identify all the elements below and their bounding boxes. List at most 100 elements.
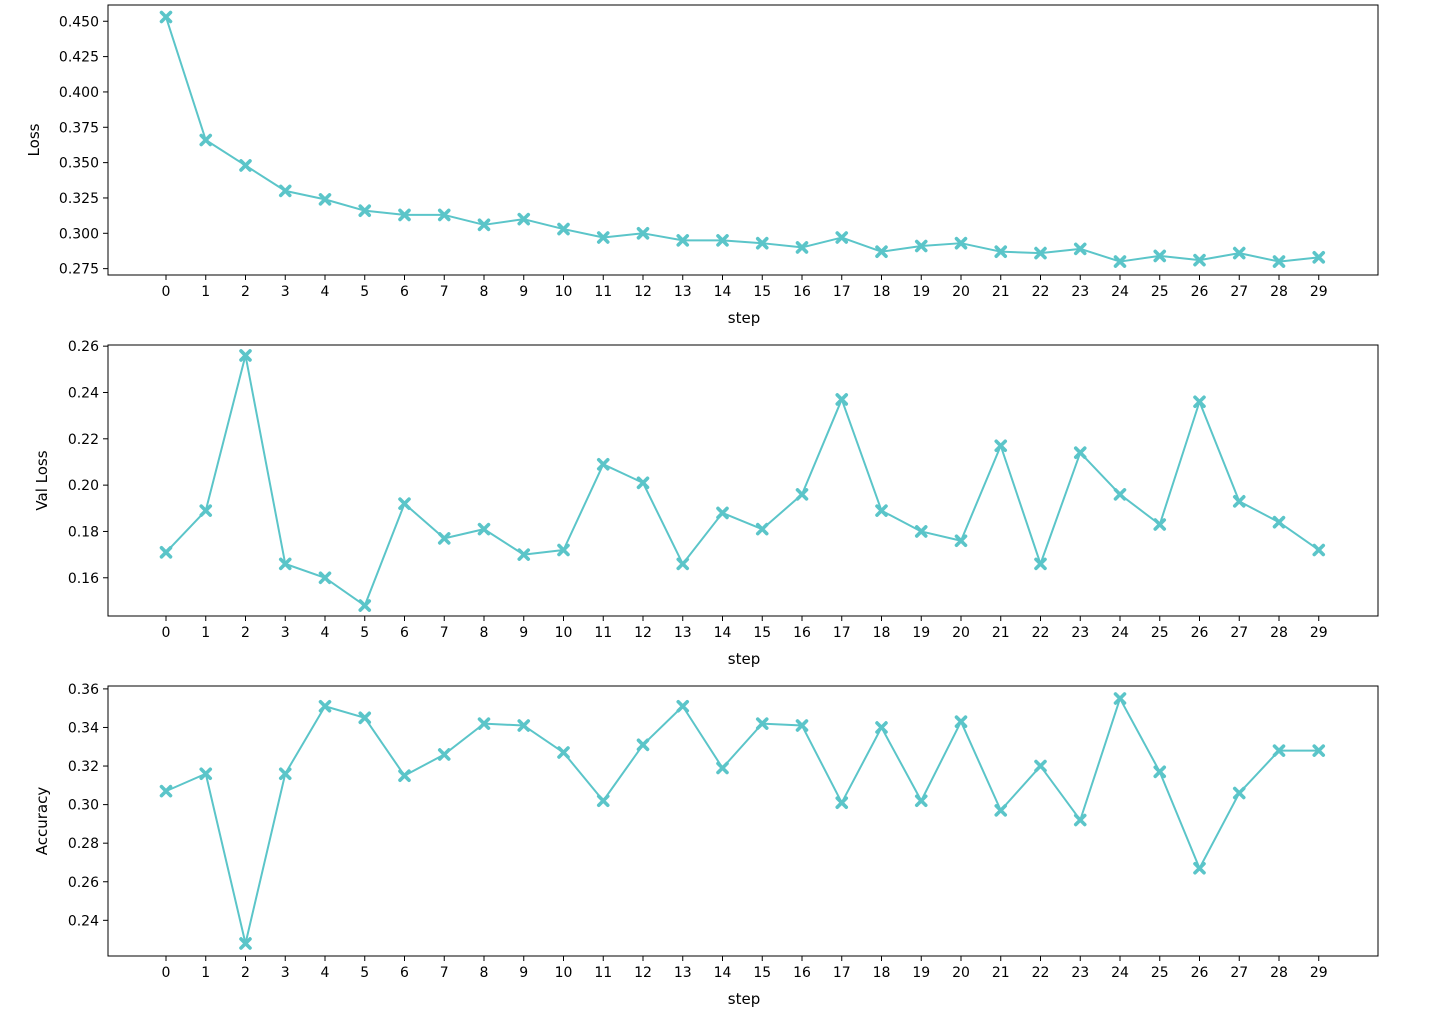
data-point-marker bbox=[477, 218, 491, 232]
data-point-marker bbox=[318, 193, 332, 206]
x-tick-label: 19 bbox=[912, 965, 930, 981]
x-tick-label: 12 bbox=[634, 965, 652, 981]
y-tick-label: 0.34 bbox=[68, 720, 99, 736]
chart-val-loss: 0.160.180.200.220.240.260 1 2 3 4 5 6 7 8 9 10 11 12… bbox=[33, 339, 1379, 668]
y-tick-label: 0.16 bbox=[68, 571, 99, 587]
x-tick-label: 10 bbox=[555, 284, 573, 300]
x-tick-label: 13 bbox=[674, 284, 692, 300]
x-tick-label: 24 bbox=[1111, 965, 1129, 981]
data-point-marker bbox=[239, 349, 252, 362]
x-tick-label: 19 bbox=[912, 625, 930, 641]
data-point-marker bbox=[437, 208, 451, 222]
data-point-marker bbox=[795, 241, 809, 254]
data-point-marker bbox=[875, 245, 888, 258]
x-tick-label: 3 bbox=[281, 625, 290, 641]
y-tick-label: 0.30 bbox=[68, 798, 99, 814]
data-point-marker bbox=[636, 226, 650, 240]
x-tick-label: 4 bbox=[321, 965, 330, 981]
data-point-marker bbox=[795, 488, 809, 501]
data-point-marker bbox=[318, 571, 332, 585]
x-axis-title: step bbox=[728, 990, 760, 1008]
x-tick-label: 28 bbox=[1270, 284, 1288, 300]
data-point-marker bbox=[278, 184, 292, 198]
x-tick-label: 24 bbox=[1111, 284, 1129, 300]
x-tick-label: 9 bbox=[519, 625, 528, 641]
x-tick-label: 7 bbox=[440, 284, 449, 300]
x-tick-label: 26 bbox=[1191, 965, 1209, 981]
x-tick-label: 15 bbox=[753, 965, 771, 981]
data-point-marker bbox=[716, 761, 729, 775]
data-point-marker bbox=[398, 208, 411, 222]
x-tick-label: 21 bbox=[992, 284, 1010, 300]
x-tick-label: 29 bbox=[1310, 625, 1328, 641]
plot-frame bbox=[107, 344, 1379, 617]
x-tick-label: 24 bbox=[1111, 625, 1129, 641]
data-point-marker bbox=[517, 719, 531, 732]
data-point-marker bbox=[398, 769, 411, 782]
data-point-marker bbox=[716, 506, 729, 520]
data-point-marker bbox=[1113, 488, 1127, 501]
data-point-marker bbox=[875, 721, 888, 734]
data-point-marker bbox=[994, 245, 1008, 258]
x-tick-label: 21 bbox=[992, 625, 1010, 641]
data-point-marker bbox=[1073, 446, 1087, 460]
x-tick-label: 29 bbox=[1310, 965, 1328, 981]
x-tick-label: 6 bbox=[400, 965, 409, 981]
y-tick-label: 0.425 bbox=[59, 50, 99, 66]
x-tick-label: 20 bbox=[952, 284, 970, 300]
x-tick-label: 20 bbox=[952, 965, 970, 981]
x-tick-label: 8 bbox=[480, 965, 489, 981]
x-tick-label: 6 bbox=[400, 284, 409, 300]
data-point-marker bbox=[437, 532, 451, 545]
data-point-marker bbox=[358, 711, 372, 725]
x-tick-label: 28 bbox=[1270, 965, 1288, 981]
x-tick-label: 0 bbox=[162, 965, 171, 981]
data-point-marker bbox=[914, 525, 928, 538]
data-point-marker bbox=[1113, 255, 1127, 268]
data-point-marker bbox=[318, 699, 332, 713]
plot-frame bbox=[107, 685, 1379, 957]
data-point-marker bbox=[1272, 255, 1286, 268]
series-line bbox=[165, 354, 1320, 607]
y-tick-label: 0.400 bbox=[59, 85, 99, 101]
data-point-marker bbox=[755, 236, 769, 250]
x-tick-label: 9 bbox=[519, 965, 528, 981]
data-point-marker bbox=[358, 204, 372, 217]
x-tick-label: 14 bbox=[714, 284, 732, 300]
data-point-marker bbox=[398, 497, 411, 510]
x-tick-label: 13 bbox=[674, 625, 692, 641]
y-tick-label: 0.26 bbox=[68, 339, 99, 355]
data-point-marker bbox=[994, 804, 1008, 817]
x-tick-label: 16 bbox=[793, 965, 811, 981]
x-tick-label: 3 bbox=[281, 965, 290, 981]
x-axis-title: step bbox=[728, 309, 760, 327]
x-tick-label: 22 bbox=[1032, 965, 1050, 981]
y-tick-label: 0.28 bbox=[68, 836, 99, 852]
data-point-marker bbox=[1034, 759, 1047, 773]
x-tick-label: 16 bbox=[793, 284, 811, 300]
x-tick-label: 25 bbox=[1151, 284, 1169, 300]
x-tick-label: 1 bbox=[201, 284, 210, 300]
data-point-marker bbox=[557, 222, 570, 236]
x-tick-label: 23 bbox=[1071, 284, 1089, 300]
data-point-marker bbox=[477, 522, 491, 536]
data-point-marker bbox=[1193, 395, 1206, 409]
x-tick-label: 3 bbox=[281, 284, 290, 300]
x-axis-title: step bbox=[728, 650, 760, 668]
x-tick-label: 5 bbox=[360, 625, 369, 641]
x-tick-label: 4 bbox=[321, 625, 330, 641]
data-point-marker bbox=[517, 548, 531, 561]
data-point-marker bbox=[1272, 744, 1286, 757]
x-tick-label: 17 bbox=[833, 284, 851, 300]
x-tick-label: 22 bbox=[1032, 284, 1050, 300]
data-point-marker bbox=[835, 231, 849, 244]
data-point-marker bbox=[278, 557, 292, 571]
data-point-marker bbox=[1232, 786, 1246, 800]
data-point-marker bbox=[477, 717, 491, 730]
data-point-marker bbox=[875, 504, 888, 517]
x-tick-label: 16 bbox=[793, 625, 811, 641]
data-point-marker bbox=[914, 239, 928, 253]
y-tick-label: 0.36 bbox=[68, 682, 99, 698]
x-tick-label: 12 bbox=[634, 625, 652, 641]
data-point-marker bbox=[596, 231, 610, 244]
